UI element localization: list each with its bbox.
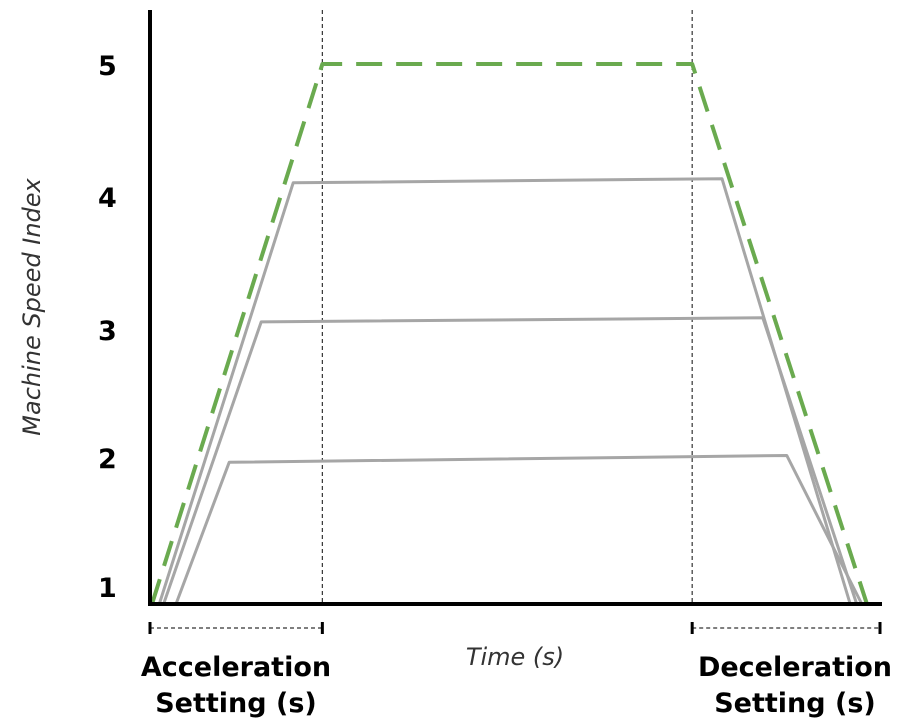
speed-profile-line-1 <box>157 177 852 605</box>
x-axis-title: Time (s) <box>466 643 564 671</box>
deceleration-span-bracket <box>690 622 882 634</box>
acceleration-span-bracket <box>148 622 324 634</box>
guide-lines <box>321 10 693 604</box>
speed-profile-line-3 <box>174 454 864 605</box>
axes <box>148 10 882 634</box>
y-tick-2: 2 <box>98 444 117 475</box>
acceleration-setting-label: Acceleration Setting (s) <box>141 652 331 719</box>
deceleration-label-line2: Setting (s) <box>714 688 876 719</box>
y-tick-5: 5 <box>98 51 117 82</box>
y-tick-4: 4 <box>98 183 117 214</box>
deceleration-setting-label: Deceleration Setting (s) <box>698 652 892 719</box>
series-layer <box>150 62 869 605</box>
setpoint-profile-line <box>150 62 869 605</box>
deceleration-label-line1: Deceleration <box>698 652 892 683</box>
speed-profile-line-2 <box>162 316 859 605</box>
y-tick-3: 3 <box>98 316 117 347</box>
y-tick-1: 1 <box>98 573 117 604</box>
y-axis-title: Machine Speed Index <box>18 177 46 435</box>
acceleration-label-line2: Setting (s) <box>155 688 317 719</box>
y-tick-labels: 5 4 3 2 1 <box>98 51 117 604</box>
acceleration-label-line1: Acceleration <box>141 652 331 683</box>
